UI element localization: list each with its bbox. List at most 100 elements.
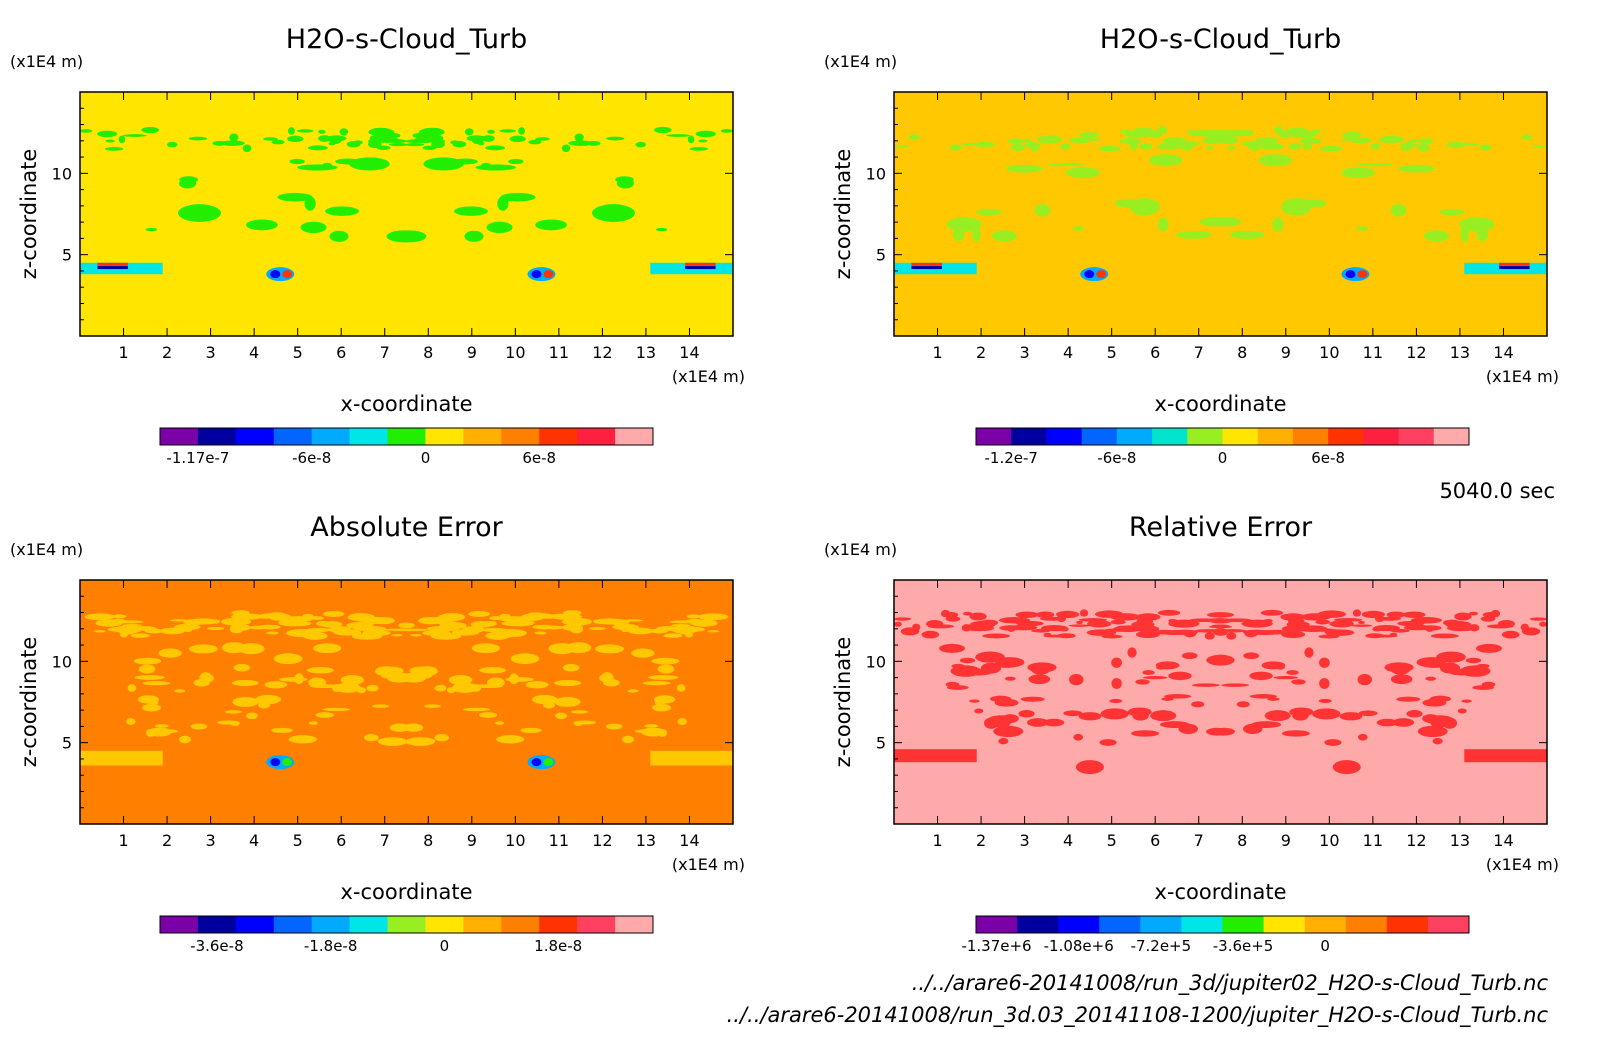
field-patch [975, 651, 1005, 663]
field-patch [246, 219, 278, 231]
field-patch [418, 128, 445, 137]
field-patch [1424, 230, 1450, 242]
field-patch [410, 633, 422, 637]
field-patch [1127, 707, 1152, 717]
x-tick-label: 1 [932, 831, 942, 850]
field-patch [1459, 217, 1495, 232]
colorbar-swatch [387, 916, 426, 933]
field-patch [405, 143, 425, 147]
field-patch [1273, 675, 1299, 680]
x-tick-label: 7 [380, 831, 390, 850]
edge-stripe [1499, 266, 1530, 270]
field-patch [366, 684, 379, 692]
y-tick-label: 5 [62, 246, 72, 265]
colorbar-tick-label: -1.17e-7 [166, 449, 229, 467]
colorbar-swatch [1363, 428, 1400, 445]
field-patch [622, 735, 635, 744]
x-tick-label: 10 [1319, 343, 1339, 362]
x-tick-label: 1 [118, 831, 128, 850]
field-patch [1078, 618, 1108, 622]
x-tick-label: 13 [1450, 831, 1470, 850]
field-patch [294, 673, 304, 685]
x-tick-label: 6 [1150, 831, 1160, 850]
field-patch [429, 135, 444, 142]
colorbar-swatch [1304, 916, 1347, 933]
field-patch [471, 137, 484, 145]
field-patch [430, 633, 462, 640]
field-patch [141, 126, 160, 134]
field-patch [1142, 675, 1168, 680]
field-patch [231, 679, 259, 687]
field-patch [1026, 718, 1049, 727]
colorbar-tick-label: 6e-8 [1311, 449, 1345, 467]
field-patch [509, 673, 519, 685]
field-patch [166, 141, 178, 148]
field-patch [1319, 145, 1343, 152]
field-patch [434, 684, 447, 692]
field-patch [1341, 167, 1376, 179]
field-patch [1229, 230, 1266, 239]
chart-title: Relative Error [1129, 512, 1313, 543]
field-patch [1078, 712, 1102, 721]
field-patch [574, 133, 584, 142]
field-patch [616, 178, 635, 189]
colorbar-swatch [197, 428, 237, 445]
x-tick-label: 2 [976, 831, 986, 850]
field-patch [117, 620, 144, 624]
field-patch [1258, 154, 1293, 167]
field-patch [1357, 674, 1372, 686]
chart-panel-3: Absolute Error(x1E4 m)(x1E4 m)1 2 3 4 5 6 7 8 9 1… [10, 512, 745, 955]
x-tick-label: 14 [679, 343, 699, 362]
x-tick-label: 2 [162, 831, 172, 850]
field-patch [189, 644, 218, 654]
field-patch [141, 703, 161, 712]
field-patch [1468, 611, 1479, 616]
field-patch [302, 613, 314, 618]
field-patch [499, 613, 511, 618]
x-unit-label: (x1E4 m) [1486, 367, 1559, 386]
field-patch [644, 724, 659, 728]
field-patch [1425, 676, 1437, 681]
field-patch [998, 737, 1009, 745]
field-patch [221, 617, 252, 626]
field-patch [1128, 141, 1138, 150]
field-patch [1076, 620, 1083, 625]
field-patch [97, 130, 118, 138]
field-patch [969, 699, 980, 703]
field-patch [1113, 625, 1144, 632]
field-patch [127, 684, 137, 692]
field-patch [142, 680, 171, 686]
field-patch [448, 675, 473, 685]
colorbar-swatch [160, 916, 199, 933]
field-patch [1476, 663, 1490, 669]
field-patch [1249, 671, 1273, 681]
field-patch [479, 712, 498, 718]
colorbar-tick-label: 1.8e-8 [534, 937, 582, 955]
field-patch [1221, 683, 1250, 687]
field-patch [188, 136, 208, 141]
field-patch [386, 139, 408, 144]
field-patch [126, 718, 136, 726]
field-patch [1333, 618, 1363, 622]
field-patch [1111, 657, 1122, 668]
field-patch [138, 664, 156, 674]
field-patch [487, 129, 495, 134]
x-tick-label: 3 [1020, 343, 1030, 362]
vortex-core [282, 758, 293, 767]
field-patch [1475, 643, 1502, 653]
field-patch [1399, 143, 1419, 148]
field-patch [1156, 144, 1182, 150]
field-patch [295, 632, 307, 637]
field-patch [562, 624, 583, 631]
edge-stripe [911, 262, 942, 266]
x-tick-label: 6 [336, 831, 346, 850]
field-patch [927, 624, 955, 629]
colorbar-swatch [1081, 428, 1118, 445]
y-tick-label: 5 [62, 734, 72, 753]
field-patch [104, 147, 124, 151]
field-patch [369, 135, 384, 142]
field-patch [1027, 662, 1057, 673]
field-patch [84, 613, 116, 621]
field-patch [686, 614, 701, 619]
colorbar-swatch [425, 916, 464, 933]
